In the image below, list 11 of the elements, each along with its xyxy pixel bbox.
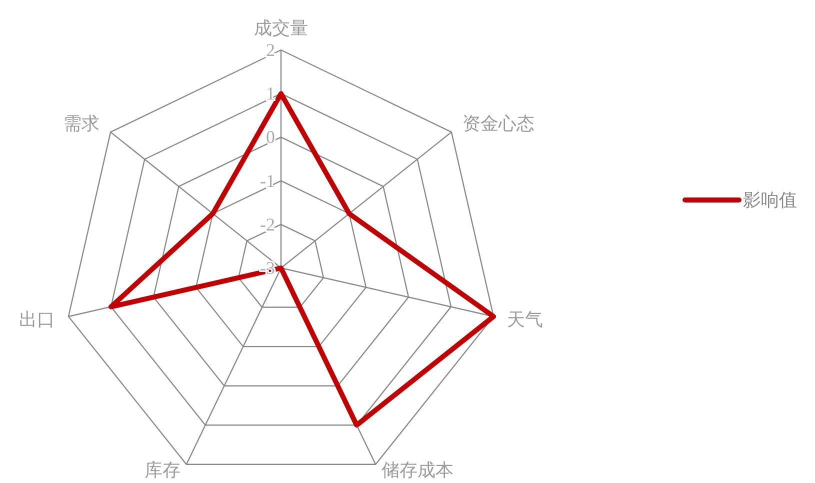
legend-label: 影响值 bbox=[743, 190, 797, 210]
tick-label: -1 bbox=[260, 170, 275, 191]
category-label: 资金心态 bbox=[462, 113, 534, 134]
category-label: 出口 bbox=[18, 310, 55, 330]
tick-label: -2 bbox=[260, 214, 275, 234]
category-label: 储存成本 bbox=[382, 460, 454, 480]
category-label: 天气 bbox=[507, 310, 544, 330]
category-label: 库存 bbox=[144, 460, 180, 480]
tick-label: 2 bbox=[266, 40, 275, 60]
category-label: 成交量 bbox=[254, 18, 308, 38]
category-label: 需求 bbox=[64, 113, 100, 134]
